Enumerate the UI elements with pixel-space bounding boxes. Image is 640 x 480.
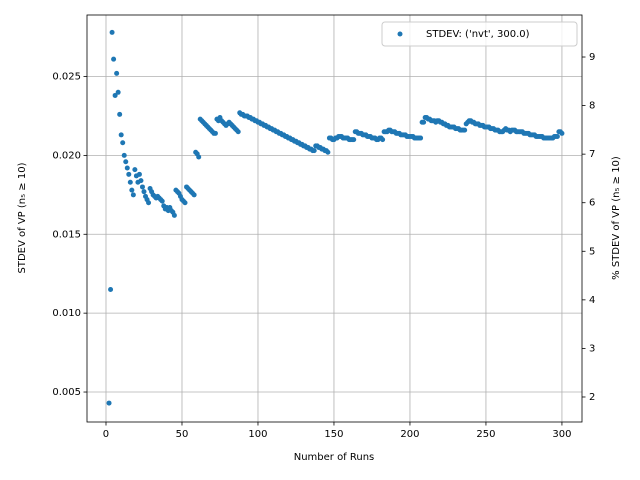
point bbox=[554, 133, 560, 139]
y2-tick-label: 7 bbox=[589, 149, 595, 160]
y-tick-label: 0.005 bbox=[52, 387, 81, 398]
point bbox=[109, 29, 115, 35]
y2-tick-label: 6 bbox=[589, 198, 595, 209]
plot-frame bbox=[86, 14, 583, 423]
x-tick-label: 50 bbox=[176, 429, 189, 440]
y2-tick-label: 4 bbox=[589, 295, 595, 306]
point bbox=[117, 111, 123, 117]
point bbox=[115, 89, 121, 95]
y2-tick-label: 3 bbox=[589, 343, 595, 354]
point bbox=[462, 127, 468, 133]
y2-axis-label: % STDEV of VP (n₅ ≥ 10) bbox=[611, 156, 622, 280]
point bbox=[171, 212, 177, 218]
point bbox=[136, 171, 142, 177]
point bbox=[139, 184, 145, 190]
y-tick-label: 0.015 bbox=[52, 229, 81, 240]
y2-tick-label: 8 bbox=[589, 101, 595, 112]
point bbox=[351, 137, 357, 143]
point bbox=[559, 130, 565, 136]
y2-tick-label: 9 bbox=[589, 52, 595, 63]
point bbox=[121, 152, 127, 158]
point bbox=[418, 135, 424, 141]
y2-tick-label: 2 bbox=[589, 392, 595, 403]
point bbox=[123, 159, 129, 165]
point bbox=[112, 92, 118, 98]
point bbox=[182, 200, 188, 206]
x-tick-label: 250 bbox=[476, 429, 495, 440]
point bbox=[114, 70, 120, 76]
point bbox=[325, 149, 331, 155]
point bbox=[380, 137, 386, 143]
legend-label: STDEV: ('nvt', 300.0) bbox=[426, 29, 530, 40]
point bbox=[111, 56, 117, 62]
point bbox=[141, 189, 147, 195]
x-axis-label: Number of Runs bbox=[294, 452, 375, 463]
point bbox=[126, 171, 132, 177]
y2-tick-label: 5 bbox=[589, 246, 595, 257]
point bbox=[130, 192, 136, 198]
y-axis-label: STDEV of VP (n₅ ≥ 10) bbox=[17, 162, 28, 273]
legend-box bbox=[381, 21, 578, 47]
point bbox=[129, 187, 135, 193]
point bbox=[212, 130, 218, 136]
y-tick-label: 0.020 bbox=[52, 150, 81, 161]
point bbox=[421, 119, 427, 125]
point bbox=[106, 400, 112, 406]
point bbox=[127, 179, 133, 185]
point bbox=[159, 198, 165, 204]
point bbox=[191, 192, 197, 198]
x-tick-label: 300 bbox=[552, 429, 571, 440]
point bbox=[108, 286, 114, 292]
point bbox=[120, 140, 126, 146]
x-tick-label: 200 bbox=[400, 429, 419, 440]
legend-marker bbox=[397, 31, 403, 37]
x-tick-label: 0 bbox=[103, 429, 109, 440]
x-tick-label: 150 bbox=[324, 429, 343, 440]
y-tick-label: 0.010 bbox=[52, 308, 81, 319]
y-tick-label: 0.025 bbox=[52, 72, 81, 83]
point bbox=[138, 178, 144, 184]
x-tick-label: 100 bbox=[248, 429, 267, 440]
point bbox=[196, 154, 202, 160]
point bbox=[311, 148, 317, 154]
point bbox=[118, 132, 124, 138]
point bbox=[132, 167, 138, 173]
point bbox=[146, 200, 152, 206]
point bbox=[124, 165, 130, 171]
point bbox=[235, 129, 241, 135]
